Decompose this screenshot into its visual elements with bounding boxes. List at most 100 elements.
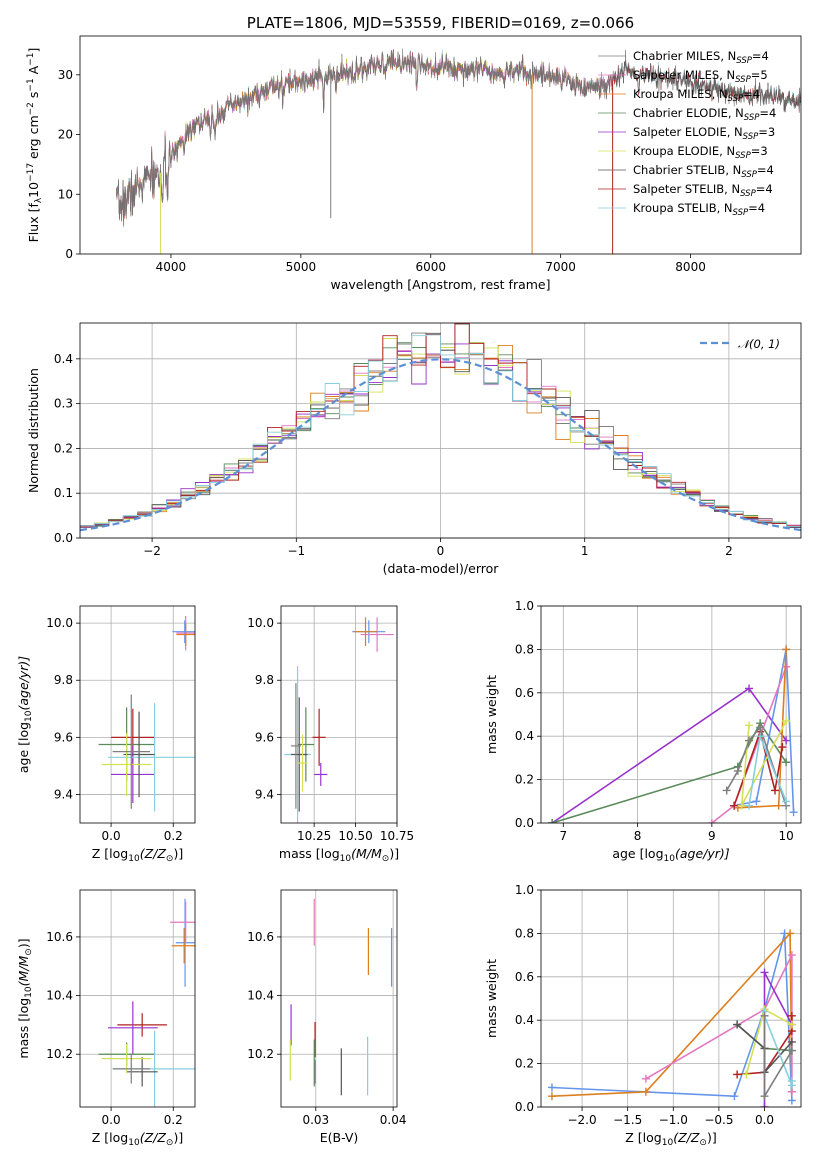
x-tick-label: 10.25: [297, 829, 331, 843]
weight-marker: [760, 1011, 769, 1020]
label-part: Z [log: [92, 846, 128, 861]
legend-subscript: SSP: [744, 113, 760, 123]
panel-residuals: −2 −1 0 1 2 0.0 0.1 0.2 0.3 0.4 (data-model)/error…: [26, 322, 802, 576]
label-part: age [log: [612, 846, 663, 861]
weight-marker: [733, 1070, 742, 1079]
legend-text: Salpeter STELIB, N: [633, 182, 740, 196]
x-axis-label: age [log10(age/yr)]: [612, 846, 729, 864]
errorbar-chabrier_miles: [290, 683, 301, 809]
y-tick-label: 10.0: [46, 616, 73, 630]
weight-marker: [782, 797, 791, 806]
weight-marker: [641, 1074, 650, 1083]
chart-title: PLATE=1806, MJD=53559, FIBERID=0169, z=0…: [247, 14, 634, 32]
weight-marker: [722, 786, 731, 795]
y-tick-label: 10.6: [46, 930, 73, 944]
errorbar-chabrier_miles: [112, 694, 150, 809]
label-part: (Z/Z: [673, 1130, 700, 1145]
weight-marker: [737, 801, 746, 810]
label-part: 10: [24, 986, 34, 998]
label-part: 10: [24, 710, 34, 722]
x-tick-label: 5000: [286, 260, 317, 274]
weight-marker: [707, 819, 716, 823]
y-tick-label: 10: [58, 187, 73, 201]
spectrum-observed: [116, 48, 801, 222]
errorbar-salpeter_stelib: [117, 1013, 168, 1037]
label-part: )]: [707, 1130, 717, 1145]
legend-text: Chabrier STELIB, N: [633, 163, 741, 177]
x-tick-label: 4000: [156, 260, 187, 274]
weight-marker: [547, 1092, 556, 1101]
y-tick-label: 0.4: [515, 1013, 534, 1027]
label-part: ⊙: [699, 1138, 707, 1148]
y-axis-label: age [log10(age/yr)]: [16, 656, 34, 773]
x-tick-label: −1: [287, 544, 305, 558]
weight-series-kroupa_miles: [733, 645, 791, 812]
plot-area: [80, 323, 801, 538]
x-tick-label: 0.0: [755, 1113, 774, 1127]
panel-age-vs-Z: 0.0 0.29.49.69.810.0Z [log10(Z/Z⊙)]age [l…: [16, 605, 196, 864]
weight-series-kroupa_elodie: [737, 717, 791, 810]
legend-subscript: SSP: [736, 56, 752, 66]
y-tick-label: 0.2: [54, 441, 73, 455]
legend-label: Kroupa MILES, NSSP=4: [633, 87, 760, 104]
legend-label: Salpeter ELODIE, NSSP=3: [633, 125, 775, 142]
weight-marker: [787, 1011, 796, 1020]
x-tick-label: 10.75: [380, 829, 414, 843]
legend-text: Chabrier ELODIE, N: [633, 106, 744, 120]
panel-spectrum: 4000 5000 6000 7000 8000 0 10 20 30 wavelength [A…: [26, 14, 802, 292]
weight-marker: [789, 808, 798, 817]
legend-text: =4: [743, 87, 760, 101]
y-axis-label: mass weight: [484, 959, 499, 1038]
y-tick-label: 0.2: [515, 773, 534, 787]
x-tick-label: 8000: [675, 260, 706, 274]
weight-marker: [787, 951, 796, 960]
legend-text: =3: [758, 125, 775, 139]
legend-subscript: SSP: [743, 132, 759, 142]
axes-frame: [79, 322, 802, 539]
label-part: 10: [26, 182, 41, 198]
label-part: A: [26, 65, 41, 78]
weight-marker: [771, 786, 779, 795]
plot-area: [98, 898, 195, 1107]
weight-marker: [782, 758, 791, 767]
y-tick-label: 0.2: [515, 1057, 534, 1071]
axes-frame: [540, 605, 802, 824]
errorbar-chabrier_elodie: [297, 707, 315, 782]
panel-age-vs-mass: 10.25 10.50 10.75 9.4 9.6 9.8 10.0 mass [log10(…: [247, 605, 414, 864]
legend-label: Kroupa STELIB, NSSP=4: [633, 201, 765, 218]
label-part: 10: [662, 1138, 674, 1148]
errorbar-kroupa_miles: [353, 617, 378, 646]
axes-frame: [79, 605, 196, 824]
label-part: )]: [173, 846, 183, 861]
weight-line: [551, 721, 787, 823]
y-tick-label: 1.0: [515, 599, 534, 613]
legend-text: Kroupa STELIB, N: [633, 201, 733, 215]
weight-series-chabrier_miles: [760, 1011, 796, 1101]
weight-marker: [756, 732, 765, 741]
label-part: 10: [664, 854, 676, 864]
x-tick-label: 9: [708, 829, 716, 843]
y-tick-label: 0.1: [54, 486, 73, 500]
x-tick-label: 7000: [545, 260, 576, 274]
label-part: ⊙: [24, 948, 34, 956]
weight-marker: [787, 1020, 796, 1029]
label-part: s: [26, 92, 41, 103]
gaussian-curve: [80, 358, 801, 532]
errorbar-salpeter_elodie: [111, 745, 155, 804]
x-tick-label: −1.0: [659, 1113, 688, 1127]
errorbar-salpeter_elodie: [314, 763, 328, 786]
legend-text: Kroupa MILES, N: [633, 87, 728, 101]
y-tick-label: 0.0: [515, 816, 534, 830]
x-tick-label: 0.2: [164, 829, 183, 843]
legend-text: =4: [759, 106, 776, 120]
errorbar-chabrier_stelib: [123, 711, 155, 798]
label-part: ⊙: [382, 854, 390, 864]
label-part: −2: [26, 102, 36, 115]
label-part: age [log: [16, 722, 31, 773]
legend-text: =5: [751, 68, 768, 82]
label-part: ]: [26, 48, 41, 53]
label-part: 10: [128, 1138, 140, 1148]
y-tick-label: 10.2: [46, 1047, 73, 1061]
weight-marker: [787, 1096, 796, 1105]
label-part: Z [log: [625, 1130, 661, 1145]
